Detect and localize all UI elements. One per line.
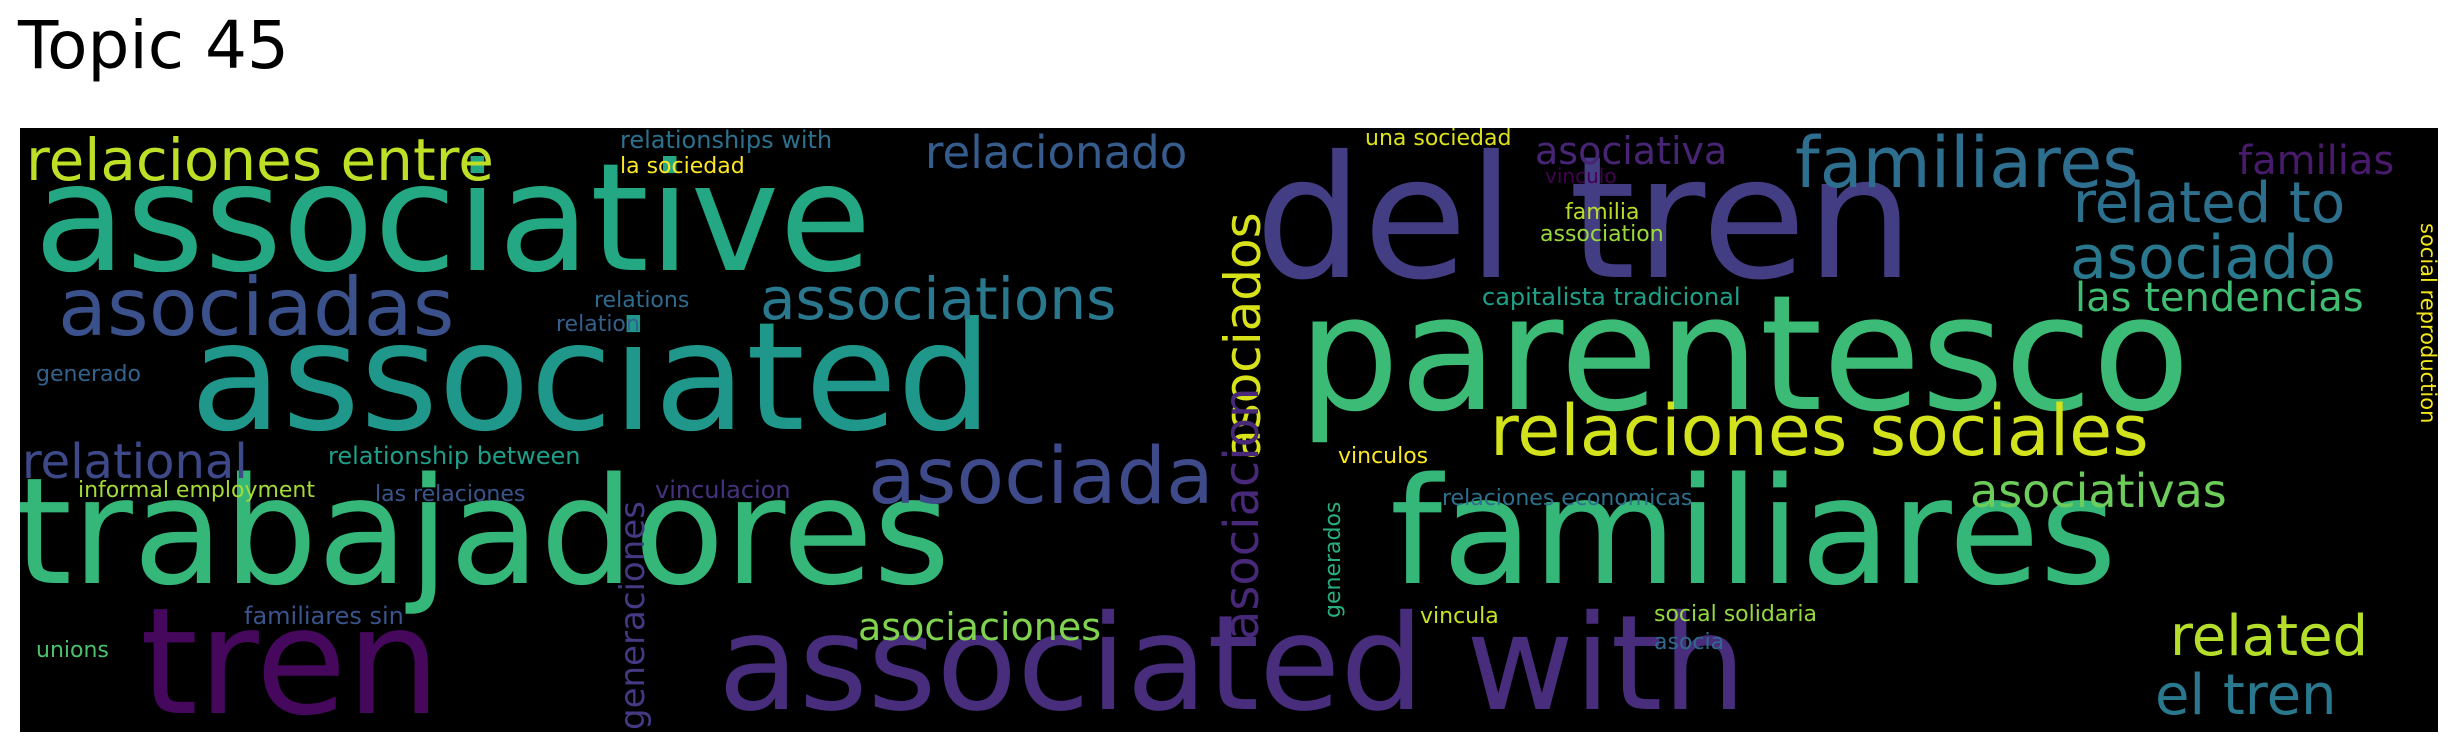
word-associated-with: associated with [718, 587, 1747, 732]
word-el-tren: el tren [2155, 663, 2337, 728]
word-related-to: related to [2073, 171, 2346, 236]
word-una-sociedad: una sociedad [1365, 128, 1512, 151]
word-cloud: associative del tren parentesco associat… [20, 128, 2438, 732]
word-vincula: vincula [1420, 604, 1499, 629]
word-association: association [1540, 222, 1664, 247]
word-relaciones-entre: relaciones entre [26, 128, 494, 194]
word-capitalista-tradicional: capitalista tradicional [1482, 283, 1741, 311]
word-las-relaciones: las relaciones [375, 482, 526, 507]
word-generado: generado [36, 362, 141, 387]
word-associated: associated [190, 291, 993, 465]
word-familia: familia [1565, 200, 1640, 225]
word-generados: generados [1321, 501, 1346, 618]
word-asociado: asociado [2070, 223, 2336, 293]
word-social-solidaria: social solidaria [1654, 602, 1817, 627]
word-informal-employment: informal employment [78, 478, 315, 503]
word-generaciones: generaciones [613, 501, 653, 730]
word-vinculos: vinculos [1338, 444, 1429, 469]
word-asociaciones: asociaciones [858, 605, 1102, 649]
page-title: Topic 45 [18, 7, 289, 84]
word-relationship-between: relationship between [328, 442, 581, 470]
word-associative: associative [34, 132, 872, 306]
word-vinculacion: vinculacion [655, 476, 791, 504]
word-relation: relation [556, 312, 640, 337]
word-associations: associations [760, 265, 1117, 333]
word-familiares-large: familiares [1390, 446, 2117, 618]
word-asociadas: asociadas [58, 261, 455, 354]
word-relationships-with: relationships with [620, 128, 833, 154]
word-familias: familias [2238, 138, 2395, 184]
word-relacionado: relacionado [925, 128, 1188, 179]
word-familiares-medium: familiares [1795, 128, 2139, 204]
word-social-reproduction: social reproduction [2416, 223, 2438, 424]
word-asocia: asocia [1654, 630, 1725, 655]
word-trabajadores: trabajadores [20, 446, 951, 618]
word-parentesco: parentesco [1298, 260, 2191, 447]
word-relational: relational [22, 434, 248, 490]
word-familiares-sin: familiares sin [244, 602, 404, 630]
word-asociativas: asociativas [1970, 464, 2227, 518]
word-asociativa: asociativa [1535, 129, 1728, 173]
word-la-sociedad: la sociedad [620, 154, 745, 179]
word-relaciones-sociales: relaciones sociales [1490, 390, 2149, 472]
word-del-tren: del tren [1255, 128, 1914, 318]
word-tren: tren [140, 576, 441, 732]
word-vinculo: vinculo [1545, 164, 1617, 188]
word-unions: unions [36, 638, 109, 663]
word-asociada: asociada [868, 432, 1214, 522]
word-related: related [2170, 604, 2369, 669]
word-relations: relations [594, 288, 690, 313]
word-asociacion: asociacion [1214, 387, 1270, 640]
word-relaciones-economicas: relaciones economicas [1442, 486, 1693, 511]
word-las-tendencias: las tendencias [2075, 275, 2364, 321]
